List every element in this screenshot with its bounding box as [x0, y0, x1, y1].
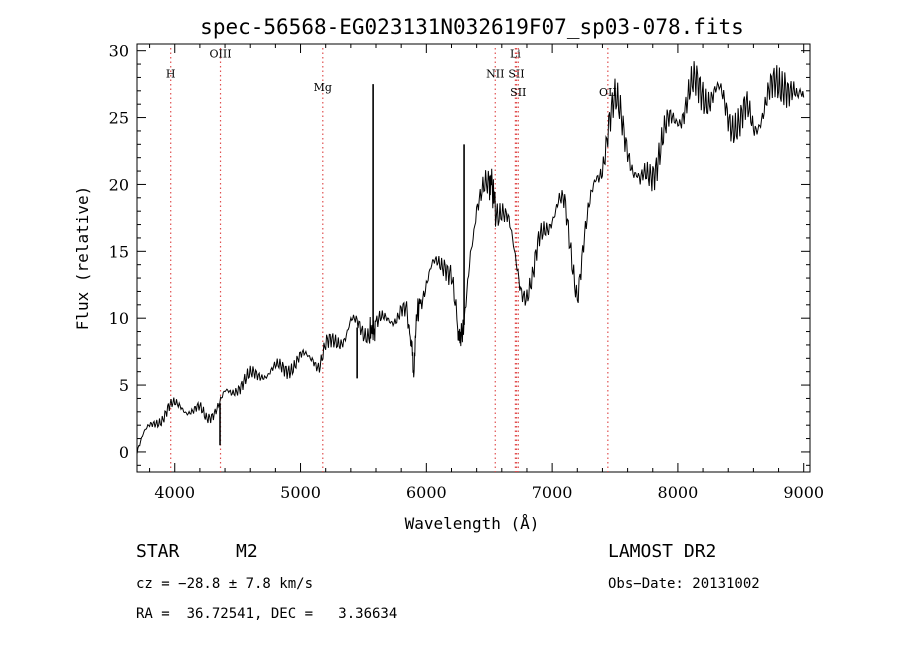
spectral-line-label: H: [166, 67, 176, 80]
axis-ticks: [137, 44, 810, 472]
spectral-line-label: NII: [486, 67, 504, 80]
x-tick-label: 8000: [658, 483, 699, 502]
y-tick-labels: 0 5 10 15 20 25 30: [109, 42, 129, 462]
x-axis-label: Wavelength (Å): [405, 514, 540, 533]
y-tick-label: 20: [109, 175, 129, 194]
survey-name: LAMOST DR2: [608, 541, 717, 562]
y-tick-label: 25: [109, 109, 129, 128]
y-tick-label: 30: [109, 42, 129, 61]
observation-date: Obs−Date: 20131002: [608, 576, 760, 592]
spectrum-spikes: [219, 84, 465, 446]
spectral-line-label: Li: [510, 47, 521, 60]
y-tick-label: 10: [109, 309, 129, 328]
redshift-velocity: cz = −28.8 ± 7.8 km/s: [136, 576, 314, 592]
object-class: STAR: [136, 541, 180, 562]
y-tick-label: 5: [119, 376, 129, 395]
y-tick-label: 15: [109, 242, 129, 261]
spectral-line-label: Mg: [314, 81, 332, 94]
y-axis-label: Flux (relative): [73, 186, 92, 331]
x-tick-label: 6000: [406, 483, 447, 502]
spectral-line-label: SII: [510, 86, 526, 99]
x-tick-labels: 4000 5000 6000 7000 8000 9000: [154, 483, 824, 502]
x-tick-label: 9000: [783, 483, 824, 502]
spectral-line-label: SII: [508, 67, 524, 80]
x-tick-label: 5000: [280, 483, 321, 502]
y-tick-label: 0: [119, 443, 129, 462]
chart-title: spec-56568-EG023131N032619F07_sp03-078.f…: [200, 15, 744, 39]
plot-frame: [136, 43, 811, 473]
x-tick-label: 7000: [532, 483, 573, 502]
x-tick-label: 4000: [154, 483, 195, 502]
object-subclass: M2: [236, 541, 258, 562]
coordinates: RA = 36.72541, DEC = 3.36634: [136, 606, 398, 622]
spectrum-line: [136, 61, 805, 455]
spectral-line-label: OIII: [209, 47, 231, 60]
